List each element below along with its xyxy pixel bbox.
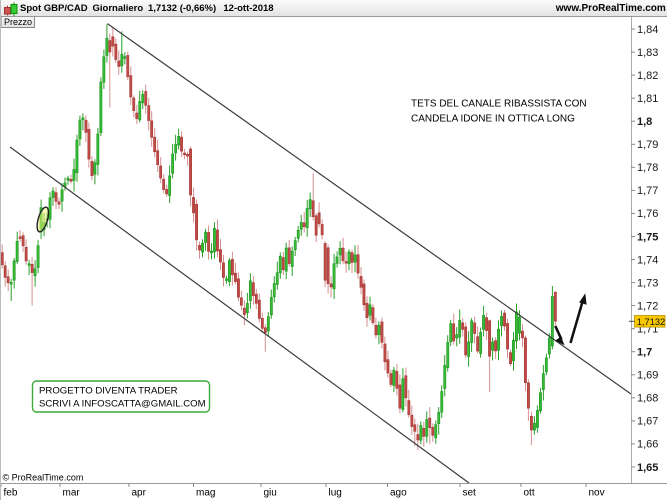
svg-text:ott: ott — [524, 488, 535, 499]
svg-text:CANDELA IDONE IN OTTICA LONG: CANDELA IDONE IN OTTICA LONG — [411, 114, 575, 125]
svg-text:1,69: 1,69 — [637, 370, 658, 382]
svg-text:mar: mar — [63, 488, 81, 499]
svg-text:nov: nov — [589, 488, 605, 499]
svg-text:© ProRealTime.com: © ProRealTime.com — [3, 473, 84, 483]
svg-text:1,66: 1,66 — [637, 439, 658, 451]
svg-text:1,72: 1,72 — [637, 300, 658, 312]
svg-text:1,68: 1,68 — [637, 393, 658, 405]
svg-text:1,77: 1,77 — [637, 185, 658, 197]
svg-text:ago: ago — [390, 488, 407, 499]
svg-text:set: set — [463, 488, 477, 499]
svg-text:feb: feb — [4, 488, 18, 499]
svg-text:1,73: 1,73 — [637, 277, 658, 289]
svg-text:1,8: 1,8 — [637, 116, 652, 128]
svg-text:1,65: 1,65 — [637, 462, 658, 474]
svg-text:1,75: 1,75 — [637, 231, 658, 243]
svg-text:1,84: 1,84 — [637, 24, 658, 36]
svg-text:1,79: 1,79 — [637, 139, 658, 151]
svg-text:TETS DEL CANALE RIBASSISTA CON: TETS DEL CANALE RIBASSISTA CON — [411, 99, 587, 110]
svg-text:lug: lug — [329, 488, 342, 499]
svg-text:giu: giu — [264, 488, 277, 499]
svg-text:1,76: 1,76 — [637, 208, 658, 220]
svg-text:1,78: 1,78 — [637, 162, 658, 174]
svg-text:1,74: 1,74 — [637, 254, 658, 266]
svg-text:1,81: 1,81 — [637, 93, 658, 105]
svg-text:apr: apr — [132, 488, 147, 499]
svg-text:mag: mag — [196, 488, 215, 499]
svg-text:SCRIVI A INFOSCATTA@GMAIL.COM: SCRIVI A INFOSCATTA@GMAIL.COM — [39, 399, 206, 410]
svg-text:1,7132: 1,7132 — [637, 317, 665, 327]
svg-text:PROGETTO DIVENTA TRADER: PROGETTO DIVENTA TRADER — [39, 386, 178, 397]
svg-text:1,7: 1,7 — [637, 347, 652, 359]
svg-text:1,82: 1,82 — [637, 70, 658, 82]
svg-text:1,67: 1,67 — [637, 416, 658, 428]
svg-text:1,83: 1,83 — [637, 47, 658, 59]
